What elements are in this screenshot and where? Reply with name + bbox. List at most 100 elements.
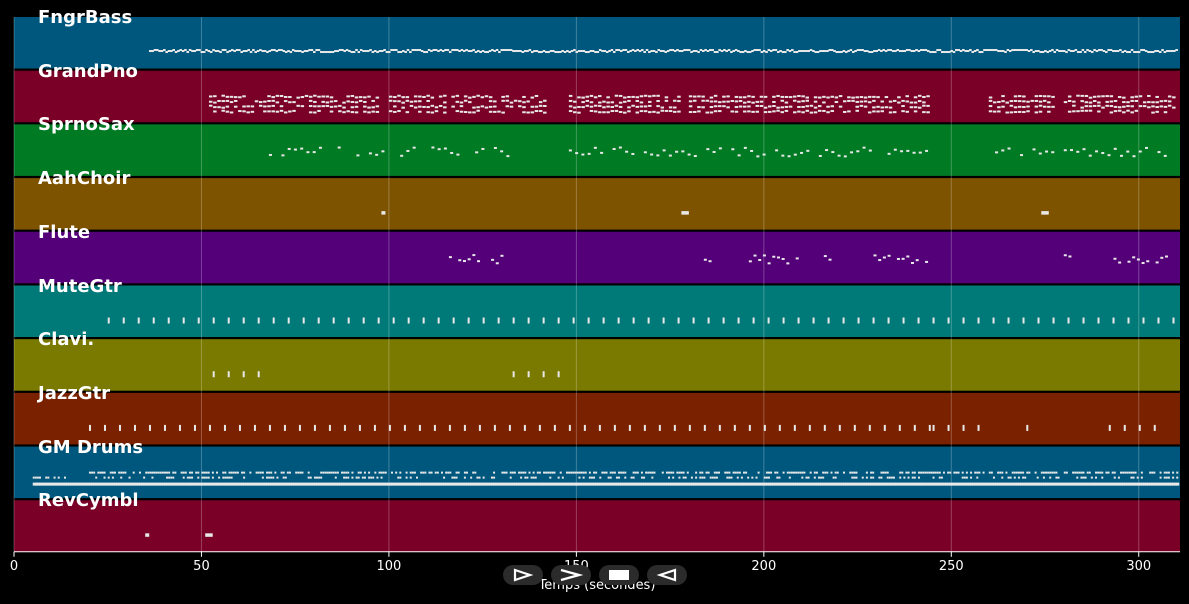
note <box>947 482 951 486</box>
track-label: MuteGtr <box>38 275 122 297</box>
note <box>1130 105 1134 108</box>
note <box>1163 105 1168 108</box>
note <box>418 100 422 103</box>
note <box>574 482 578 486</box>
note <box>208 104 213 107</box>
note <box>126 482 130 486</box>
note <box>328 471 331 474</box>
note <box>557 317 560 324</box>
note <box>805 105 809 108</box>
note <box>656 105 660 108</box>
note <box>463 476 466 479</box>
note <box>209 482 213 486</box>
note <box>101 471 104 474</box>
note <box>411 482 415 486</box>
note <box>844 51 848 54</box>
note <box>699 49 703 52</box>
forward-button[interactable] <box>551 565 591 585</box>
note <box>163 424 166 431</box>
note <box>286 482 290 486</box>
note <box>201 471 204 474</box>
note <box>354 111 359 114</box>
note <box>203 476 206 479</box>
note <box>872 95 876 98</box>
note <box>1095 476 1098 479</box>
note <box>57 476 60 479</box>
note <box>903 476 906 479</box>
note <box>1165 471 1168 474</box>
note <box>99 471 102 474</box>
note <box>318 146 322 149</box>
note <box>1134 109 1139 112</box>
note <box>1088 471 1091 474</box>
note <box>573 111 577 114</box>
note <box>578 476 581 479</box>
note <box>405 471 408 474</box>
note <box>901 471 904 474</box>
note <box>1049 471 1052 474</box>
note <box>912 50 916 53</box>
note <box>521 51 525 54</box>
note <box>255 471 258 474</box>
note <box>223 49 227 52</box>
note <box>193 424 196 431</box>
note <box>463 471 466 474</box>
note <box>1076 51 1080 54</box>
note <box>765 471 768 474</box>
note <box>830 110 834 113</box>
note <box>734 471 737 474</box>
note <box>692 317 695 324</box>
note <box>686 482 690 486</box>
note <box>467 317 470 324</box>
note <box>1126 51 1129 54</box>
note <box>973 50 977 53</box>
note <box>747 100 751 103</box>
note <box>584 482 588 486</box>
play-button[interactable] <box>503 565 543 585</box>
note <box>292 109 296 112</box>
note <box>872 317 875 324</box>
note <box>847 110 851 113</box>
note <box>942 471 945 474</box>
note <box>1080 471 1083 474</box>
note <box>1005 111 1009 114</box>
note <box>1026 482 1030 486</box>
note <box>1009 104 1014 107</box>
note <box>205 533 213 537</box>
note <box>607 482 611 486</box>
note <box>1067 49 1071 52</box>
note <box>181 50 185 53</box>
note <box>909 482 913 486</box>
note <box>120 476 123 479</box>
note <box>326 471 329 474</box>
note <box>813 482 817 486</box>
note <box>976 482 980 486</box>
stop-button[interactable] <box>599 565 639 585</box>
note <box>609 476 612 479</box>
note <box>535 50 539 53</box>
note <box>308 95 313 98</box>
note <box>1109 95 1114 98</box>
note <box>163 482 167 486</box>
note <box>922 111 926 114</box>
note <box>643 424 646 431</box>
note <box>516 50 520 53</box>
note <box>1076 471 1079 474</box>
note <box>556 51 560 54</box>
note <box>1109 105 1114 108</box>
note <box>449 482 453 486</box>
note <box>193 482 197 486</box>
note <box>715 476 718 479</box>
note <box>650 153 654 156</box>
note <box>1167 482 1171 486</box>
note <box>880 106 884 109</box>
back-button[interactable] <box>647 565 687 585</box>
note <box>652 50 656 53</box>
note <box>711 482 715 486</box>
note <box>610 105 615 108</box>
note <box>53 482 57 486</box>
note <box>876 482 880 486</box>
note <box>815 482 819 486</box>
note <box>370 482 374 486</box>
note <box>350 94 355 97</box>
